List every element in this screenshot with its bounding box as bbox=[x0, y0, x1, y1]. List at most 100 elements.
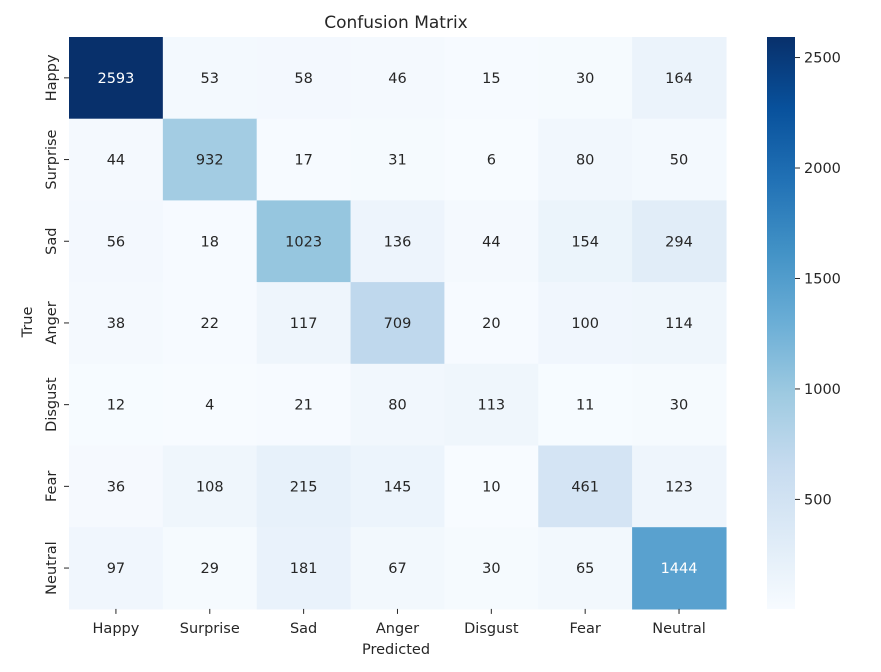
heatmap-cell bbox=[256, 527, 352, 610]
cell-value-label: 145 bbox=[384, 479, 412, 495]
heatmap-cell bbox=[538, 527, 633, 610]
heatmap-cell bbox=[632, 37, 727, 120]
cell-value-label: 154 bbox=[571, 234, 599, 250]
heatmap-cell bbox=[162, 445, 258, 528]
heatmap-cell bbox=[256, 363, 352, 447]
colorbar-ticks: 500 1000 1500 2000 2500 bbox=[795, 51, 841, 508]
cell-value-label: 1023 bbox=[285, 234, 322, 250]
heatmap-cell bbox=[444, 527, 539, 610]
heatmap-cell bbox=[350, 527, 445, 610]
heatmap-cell bbox=[256, 445, 352, 528]
heatmap-cell bbox=[444, 118, 539, 201]
heatmap-cell bbox=[538, 282, 633, 365]
heatmap-cell bbox=[632, 363, 727, 447]
heatmap-cell bbox=[350, 282, 445, 365]
cell-value-label: 10 bbox=[482, 479, 500, 495]
cell-value-label: 50 bbox=[670, 153, 688, 169]
heatmap-cell bbox=[444, 282, 539, 365]
heatmap-cell bbox=[444, 363, 539, 447]
heatmap-cell bbox=[444, 200, 539, 283]
x-tick-label: Neutral bbox=[652, 621, 706, 637]
y-tick-label: Surprise bbox=[44, 129, 60, 189]
heatmap-cell bbox=[632, 118, 727, 201]
cell-value-label: 58 bbox=[294, 71, 312, 87]
y-tick-label: Anger bbox=[44, 301, 60, 344]
heatmap-cell bbox=[162, 282, 258, 365]
cell-value-label: 29 bbox=[201, 561, 219, 577]
x-tick-label: Disgust bbox=[464, 621, 519, 637]
cell-value-label: 1444 bbox=[661, 561, 698, 577]
y-tick-label: Happy bbox=[44, 54, 60, 101]
colorbar-tick-label: 1000 bbox=[804, 382, 841, 398]
cell-value-label: 164 bbox=[665, 71, 693, 87]
cell-value-label: 30 bbox=[482, 561, 500, 577]
heatmap-cell bbox=[350, 445, 445, 528]
heatmap-cell bbox=[538, 118, 633, 201]
y-axis-ticks: Happy Surprise Sad Anger Disgust Fear Neutral bbox=[44, 54, 69, 595]
x-tick-label: Surprise bbox=[180, 621, 240, 637]
cell-value-label: 44 bbox=[107, 153, 125, 169]
heatmap-cell bbox=[632, 445, 727, 528]
heatmap-cell bbox=[69, 200, 164, 283]
heatmap-cell bbox=[162, 118, 258, 201]
heatmap-cell bbox=[350, 37, 445, 120]
cell-value-label: 294 bbox=[665, 234, 693, 250]
cell-value-label: 30 bbox=[576, 71, 594, 87]
heatmap-cell bbox=[256, 118, 352, 201]
cell-value-label: 20 bbox=[482, 316, 500, 332]
heatmap-cell bbox=[632, 200, 727, 283]
heatmap-cell bbox=[162, 363, 258, 447]
y-tick-label: Neutral bbox=[44, 541, 60, 595]
colorbar bbox=[767, 37, 795, 609]
y-tick-label: Disgust bbox=[44, 377, 60, 432]
cell-value-label: 100 bbox=[571, 316, 599, 332]
cell-value-label: 80 bbox=[576, 153, 594, 169]
heatmap-cell bbox=[538, 37, 633, 120]
heatmap-cell bbox=[444, 445, 539, 528]
cell-value-label: 181 bbox=[290, 561, 318, 577]
cell-value-label: 80 bbox=[388, 398, 406, 414]
cell-value-label: 11 bbox=[576, 398, 594, 414]
cell-value-label: 97 bbox=[107, 561, 125, 577]
x-tick-label: Sad bbox=[290, 621, 317, 637]
cell-value-label: 709 bbox=[384, 316, 412, 332]
heatmap-cell bbox=[632, 527, 727, 610]
heatmap-cell bbox=[162, 37, 258, 120]
heatmap-cell bbox=[256, 200, 352, 283]
heatmap-cell bbox=[69, 445, 164, 528]
cell-value-label: 31 bbox=[388, 153, 406, 169]
cell-value-label: 46 bbox=[388, 71, 406, 87]
cell-value-label: 12 bbox=[107, 398, 125, 414]
cell-value-label: 65 bbox=[576, 561, 594, 577]
heatmap-cell bbox=[538, 200, 633, 283]
cell-value-label: 17 bbox=[294, 153, 312, 169]
cell-value-label: 4 bbox=[205, 398, 214, 414]
cell-value-label: 22 bbox=[201, 316, 219, 332]
heatmap-cell bbox=[538, 445, 633, 528]
cell-value-label: 117 bbox=[290, 316, 318, 332]
cell-value-label: 56 bbox=[107, 234, 125, 250]
cell-value-label: 36 bbox=[107, 479, 125, 495]
heatmap-cell bbox=[444, 37, 539, 120]
cell-value-label: 114 bbox=[665, 316, 693, 332]
cell-value-label: 38 bbox=[107, 316, 125, 332]
cell-value-label: 15 bbox=[482, 71, 500, 87]
cell-value-label: 113 bbox=[477, 398, 505, 414]
heatmap-cell bbox=[69, 282, 164, 365]
colorbar-tick-label: 500 bbox=[804, 492, 832, 508]
cell-value-label: 123 bbox=[665, 479, 693, 495]
heatmap-cell bbox=[256, 282, 352, 365]
heatmap-cell bbox=[538, 363, 633, 447]
cell-value-label: 461 bbox=[571, 479, 599, 495]
x-tick-label: Anger bbox=[376, 621, 419, 637]
cell-value-label: 932 bbox=[196, 153, 224, 169]
heatmap-cell bbox=[350, 200, 445, 283]
cell-value-label: 67 bbox=[388, 561, 406, 577]
heatmap-cell bbox=[69, 527, 164, 610]
x-axis-label: Predicted bbox=[362, 642, 430, 658]
heatmap-cells bbox=[69, 37, 727, 610]
heatmap-cell bbox=[69, 363, 164, 447]
cell-value-label: 108 bbox=[196, 479, 224, 495]
x-tick-label: Happy bbox=[93, 621, 140, 637]
x-tick-label: Fear bbox=[570, 621, 601, 637]
